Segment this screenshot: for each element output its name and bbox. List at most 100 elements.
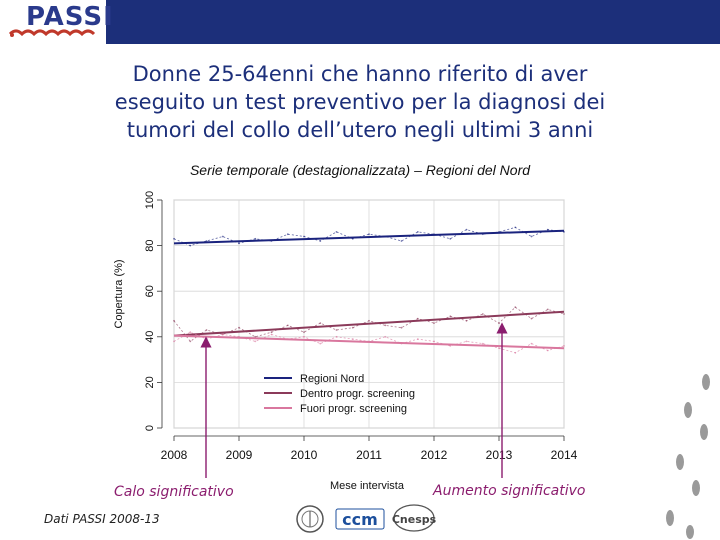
footprints-icon bbox=[666, 374, 710, 539]
series-point-1 bbox=[254, 237, 257, 240]
y-tick-label: 60 bbox=[144, 285, 156, 297]
series-point-2 bbox=[238, 326, 240, 329]
axis-layer: 0 20 40 60 80 100 Copertura (%) 2008 2009 2010 201… bbox=[113, 191, 578, 462]
series-point-1 bbox=[221, 235, 224, 238]
x-axis-label: Mese intervista bbox=[330, 480, 404, 492]
series-point-2 bbox=[286, 324, 289, 327]
series-point-3 bbox=[546, 349, 549, 352]
series-point-2 bbox=[254, 335, 257, 338]
series-point-2 bbox=[563, 313, 565, 315]
x-tick-label: 2011 bbox=[356, 448, 382, 462]
y-tick-label: 0 bbox=[144, 425, 156, 431]
series-point-2 bbox=[319, 322, 322, 324]
series-point-2 bbox=[546, 308, 549, 311]
series-point-1 bbox=[465, 228, 468, 231]
series-point-3 bbox=[514, 351, 517, 354]
header-bar: PASSI bbox=[0, 0, 720, 44]
header-band bbox=[106, 0, 720, 44]
legend-label-1: Regioni Nord bbox=[300, 373, 364, 385]
series-point-3 bbox=[173, 340, 175, 343]
footprints-decoration bbox=[666, 374, 710, 539]
series-point-1 bbox=[416, 231, 419, 233]
partner-logos: ccm Cnesps bbox=[296, 504, 437, 533]
x-tick-label: 2009 bbox=[226, 448, 253, 462]
series-point-3 bbox=[384, 335, 387, 338]
series-point-1 bbox=[514, 226, 517, 229]
series-point-2 bbox=[351, 326, 354, 329]
annotation-increase: Aumento significativo bbox=[433, 483, 586, 499]
cnesps-logo: Cnesps bbox=[392, 504, 437, 532]
series-point-1 bbox=[530, 235, 533, 238]
series-point-1 bbox=[400, 240, 403, 242]
series-trend-1 bbox=[173, 229, 565, 245]
series-point-3 bbox=[319, 342, 322, 345]
series-point-1 bbox=[286, 233, 289, 236]
series-point-1 bbox=[173, 237, 175, 240]
annotation-decrease: Calo significativo bbox=[114, 484, 234, 500]
series-point-3 bbox=[221, 333, 224, 336]
series-point-2 bbox=[189, 340, 192, 343]
x-tick-label: 2008 bbox=[161, 448, 188, 462]
series-point-3 bbox=[530, 342, 533, 345]
series-point-3 bbox=[254, 340, 257, 343]
y-axis-label: Copertura (%) bbox=[113, 259, 125, 328]
series-point-2 bbox=[530, 317, 533, 320]
series-point-1 bbox=[449, 237, 452, 240]
series-point-2 bbox=[400, 326, 403, 329]
x-tick-label: 2014 bbox=[551, 448, 578, 462]
series-point-2 bbox=[514, 306, 517, 309]
y-tick-label: 100 bbox=[144, 191, 156, 209]
series-point-2 bbox=[270, 331, 273, 334]
y-tick-label: 20 bbox=[144, 376, 156, 388]
series-point-3 bbox=[563, 345, 565, 347]
series-point-3 bbox=[303, 335, 305, 338]
series-point-2 bbox=[335, 329, 338, 331]
y-tick-label: 80 bbox=[144, 239, 156, 251]
data-source-note: Dati PASSI 2008-13 bbox=[44, 512, 160, 526]
legend-layer: Regioni Nord Dentro progr. screening Fuori… bbox=[264, 373, 415, 415]
chart-subtitle: Serie temporale (destagionalizzata) – Re… bbox=[189, 162, 531, 178]
series-layer bbox=[173, 226, 565, 354]
legend-label-2: Dentro progr. screening bbox=[300, 388, 415, 400]
passi-logo: PASSI bbox=[6, 2, 113, 40]
x-tick-label: 2010 bbox=[291, 448, 318, 462]
series-point-2 bbox=[384, 324, 387, 327]
series-point-2 bbox=[481, 313, 484, 315]
series-point-3 bbox=[481, 342, 484, 345]
series-point-3 bbox=[465, 340, 468, 343]
passi-logo-icon bbox=[8, 29, 96, 37]
series-point-2 bbox=[205, 329, 208, 331]
series-point-3 bbox=[416, 338, 419, 340]
series-point-2 bbox=[465, 319, 468, 322]
series-point-1 bbox=[189, 244, 192, 247]
legend-label-3: Fuori progr. screening bbox=[300, 403, 407, 415]
series-trend-3 bbox=[173, 334, 565, 350]
series-point-3 bbox=[351, 338, 354, 340]
series-point-3 bbox=[433, 340, 435, 343]
series-point-2 bbox=[433, 322, 435, 324]
coverage-chart: 0 20 40 60 80 100 Copertura (%) 2008 2009 2010 201… bbox=[113, 191, 578, 478]
series-point-3 bbox=[189, 331, 192, 334]
series-point-2 bbox=[173, 319, 175, 322]
x-tick-label: 2012 bbox=[421, 448, 448, 462]
series-point-2 bbox=[303, 331, 305, 334]
series-point-3 bbox=[270, 333, 273, 336]
series-point-2 bbox=[498, 322, 500, 324]
ccm-logo: ccm bbox=[335, 508, 385, 530]
title-line-2: eseguito un test preventivo per la diagn… bbox=[114, 90, 606, 114]
series-point-3 bbox=[498, 347, 500, 350]
logo-text: PASSI bbox=[26, 2, 114, 32]
iss-seal-icon bbox=[296, 505, 324, 533]
series-point-1 bbox=[238, 242, 240, 245]
series-point-2 bbox=[449, 315, 452, 318]
page-title: Donne 25-64enni che hanno riferito di av… bbox=[60, 60, 660, 144]
series-point-1 bbox=[546, 228, 549, 231]
series-point-3 bbox=[205, 338, 208, 340]
series-point-3 bbox=[335, 335, 338, 338]
x-tick-label: 2013 bbox=[486, 448, 513, 462]
series-point-1 bbox=[319, 240, 322, 242]
grid-layer bbox=[173, 199, 565, 429]
series-point-2 bbox=[368, 319, 370, 322]
series-point-1 bbox=[368, 233, 370, 236]
series-trend-2 bbox=[173, 310, 565, 337]
